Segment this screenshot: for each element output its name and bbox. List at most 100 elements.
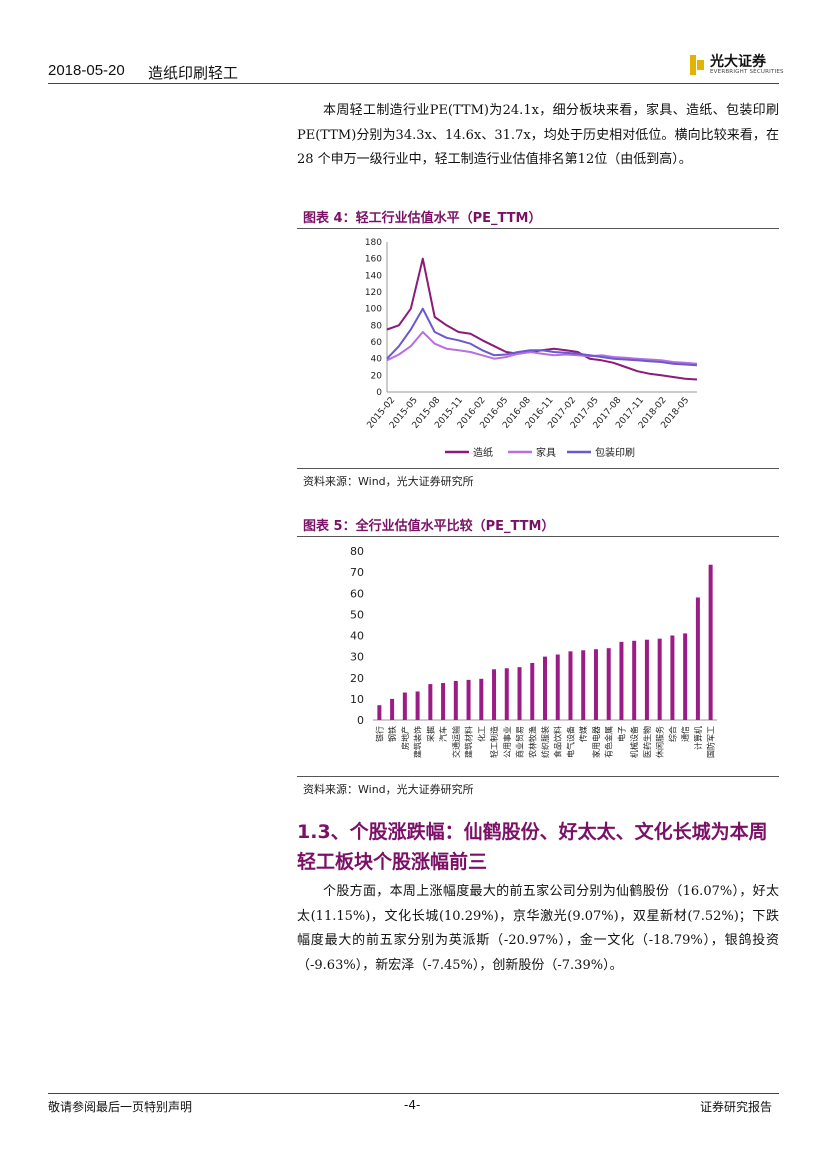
x-category-label: 电子 bbox=[616, 726, 626, 742]
y-tick-label: 140 bbox=[365, 271, 382, 281]
x-category-label: 建筑材料 bbox=[464, 726, 474, 758]
bar bbox=[530, 662, 535, 720]
bar bbox=[619, 641, 624, 720]
header-date: 2018-05-20 bbox=[48, 62, 125, 79]
footer-report-type: 证券研究报告 bbox=[700, 1100, 773, 1114]
series-line-3 bbox=[386, 307, 698, 367]
y-tick-label: 60 bbox=[350, 587, 364, 600]
y-tick-label: 120 bbox=[365, 288, 382, 298]
y-tick-label: 80 bbox=[350, 545, 364, 558]
y-tick-label: 30 bbox=[350, 651, 364, 664]
y-tick-label: 50 bbox=[350, 608, 364, 621]
x-category-label: 电气设备 bbox=[565, 726, 575, 758]
y-tick-label: 40 bbox=[371, 355, 383, 365]
footer-disclaimer: 敬请参阅最后一页特别声明 bbox=[48, 1100, 193, 1114]
x-category-label: 通信 bbox=[680, 726, 690, 742]
figure4-top-rule bbox=[297, 228, 779, 229]
logo-mark-icon bbox=[690, 55, 704, 75]
figure5-bottom-rule bbox=[297, 776, 779, 777]
x-category-label: 钢铁 bbox=[387, 726, 397, 742]
bar bbox=[453, 680, 458, 720]
x-category-label: 建筑装饰 bbox=[413, 726, 423, 758]
section-paragraph: 个股方面，本周上涨幅度最大的前五家公司分别为仙鹤股份（16.07%），好太太(1… bbox=[297, 884, 779, 973]
intro-paragraph: 本周轻工制造行业PE(TTM)为24.1x，细分板块来看，家具、造纸、包装印刷P… bbox=[297, 103, 779, 167]
figure4-source: 资料来源：Wind，光大证券研究所 bbox=[303, 475, 474, 488]
bar bbox=[543, 656, 547, 720]
x-category-label: 机械设备 bbox=[629, 726, 639, 758]
x-category-label: 商业贸易 bbox=[515, 726, 525, 758]
x-category-label: 化工 bbox=[476, 726, 486, 742]
legend-label: 造纸 bbox=[473, 446, 493, 459]
pe-trend-line-chart: 0204060801001201401601802015-022015-0520… bbox=[365, 238, 698, 459]
y-tick-label: 100 bbox=[365, 305, 382, 315]
bar bbox=[504, 668, 509, 720]
y-tick-label: 10 bbox=[350, 693, 364, 706]
bar bbox=[492, 669, 497, 720]
y-tick-label: 0 bbox=[376, 388, 382, 398]
y-tick-label: 80 bbox=[371, 321, 383, 331]
bar bbox=[377, 705, 382, 720]
bar bbox=[670, 635, 675, 720]
y-tick-label: 160 bbox=[365, 255, 382, 265]
figure4-title: 图表 4：轻工行业估值水平（PE_TTM） bbox=[303, 211, 542, 226]
x-category-label: 国防军工 bbox=[706, 726, 716, 758]
x-category-label: 食品饮料 bbox=[553, 726, 563, 758]
x-category-label: 农林牧渔 bbox=[527, 726, 537, 758]
x-category-label: 交通运输 bbox=[451, 726, 461, 758]
bar bbox=[632, 640, 637, 720]
bar bbox=[695, 597, 700, 720]
bar bbox=[606, 648, 611, 720]
bar bbox=[441, 683, 446, 720]
y-tick-label: 20 bbox=[350, 672, 364, 685]
logo-en: EVERBRIGHT SECURITIES bbox=[710, 69, 784, 75]
logo-name: 光大证券 bbox=[710, 54, 766, 70]
y-tick-label: 20 bbox=[371, 371, 383, 381]
x-category-label: 公用事业 bbox=[502, 726, 512, 758]
y-tick-label: 70 bbox=[350, 566, 364, 579]
page-number: -4- bbox=[404, 1098, 421, 1112]
bar bbox=[708, 564, 713, 720]
figure5-top-rule bbox=[297, 536, 779, 537]
x-category-label: 采掘 bbox=[425, 726, 435, 742]
figure4-bottom-rule bbox=[297, 468, 779, 469]
y-tick-label: 180 bbox=[365, 238, 382, 248]
bar bbox=[644, 639, 649, 720]
bar bbox=[402, 692, 407, 720]
x-category-label: 汽车 bbox=[438, 726, 448, 742]
x-category-label: 家用电器 bbox=[591, 726, 601, 758]
y-tick-label: 40 bbox=[350, 630, 364, 643]
bar bbox=[683, 633, 688, 720]
bar bbox=[428, 684, 433, 720]
x-category-label: 综合 bbox=[667, 726, 677, 742]
bar bbox=[593, 649, 598, 720]
y-tick-label: 0 bbox=[357, 714, 364, 727]
x-category-label: 房地产 bbox=[400, 726, 410, 750]
bar bbox=[517, 667, 522, 720]
y-tick-label: 60 bbox=[371, 338, 383, 348]
bar bbox=[415, 691, 420, 720]
x-category-label: 轻工制造 bbox=[489, 726, 499, 758]
x-category-label: 休闲服务 bbox=[655, 726, 665, 758]
x-category-label: 计算机 bbox=[693, 726, 703, 750]
bar bbox=[479, 678, 484, 720]
header-divider bbox=[48, 83, 779, 84]
x-category-label: 医药生物 bbox=[642, 726, 652, 758]
bar bbox=[581, 650, 586, 720]
bar bbox=[555, 654, 560, 720]
header-category: 造纸印刷轻工 bbox=[148, 64, 239, 82]
x-category-label: 有色金属 bbox=[604, 726, 614, 758]
section-title: 1.3、个股涨跌幅：仙鹤股份、好太太、文化长城为本周轻工板块个股涨幅前三 bbox=[297, 821, 768, 873]
figure5-title: 图表 5：全行业估值水平比较（PE_TTM） bbox=[303, 519, 555, 534]
footer-divider bbox=[48, 1093, 779, 1094]
series-line-2 bbox=[386, 331, 698, 365]
x-category-label: 银行 bbox=[374, 726, 384, 742]
legend-label: 包装印刷 bbox=[595, 446, 635, 459]
bar bbox=[657, 638, 662, 720]
bar bbox=[390, 698, 395, 720]
company-logo: 光大证券 EVERBRIGHT SECURITIES bbox=[688, 54, 784, 76]
bar bbox=[568, 651, 573, 720]
x-category-label: 传媒 bbox=[578, 726, 588, 742]
figure5-source: 资料来源：Wind，光大证券研究所 bbox=[303, 783, 474, 796]
x-category-label: 纺织服装 bbox=[540, 726, 550, 758]
industry-pe-bar-chart: 0 10 20 30 40 50 60 70 80 银行 钢铁 房地产 建筑装饰 采掘 汽车 交通运输 建筑材料… bbox=[350, 545, 717, 758]
